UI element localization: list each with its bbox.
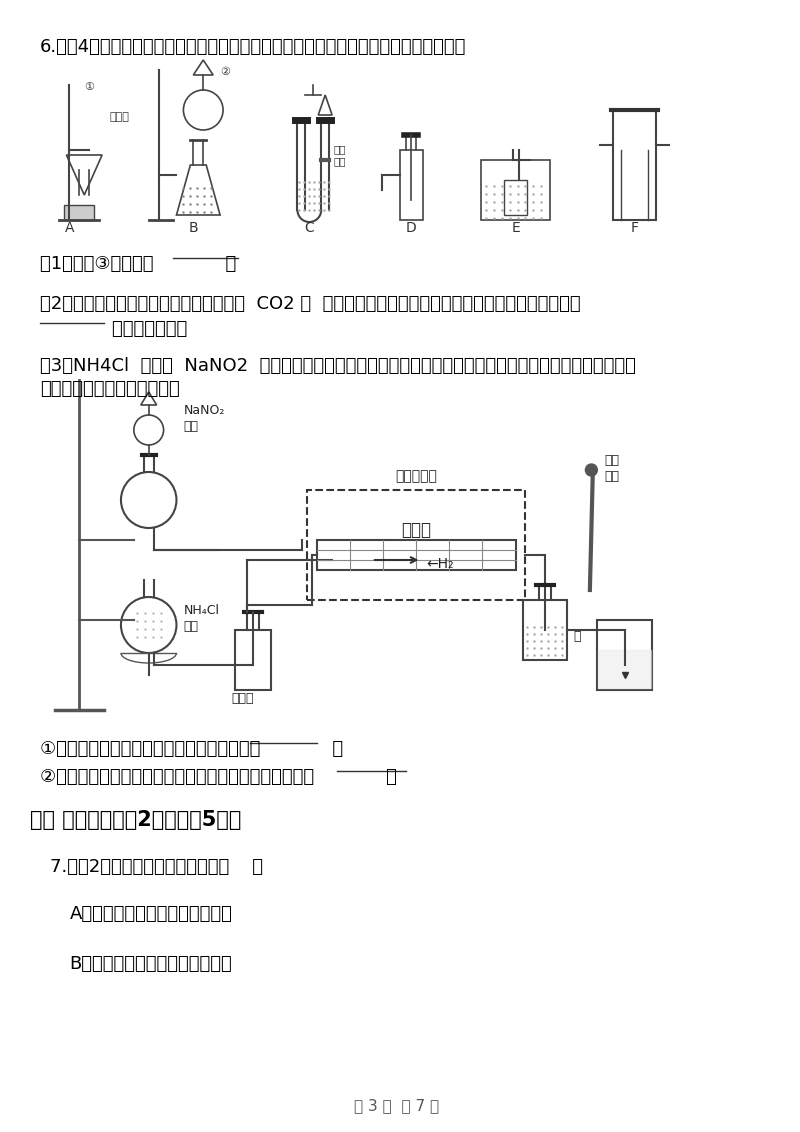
Text: 第 3 页  共 7 页: 第 3 页 共 7 页 [354,1098,439,1113]
Text: A: A [65,221,74,235]
Text: B．用稀硫酸除去炭粉中的氧化铜: B．用稀硫酸除去炭粉中的氧化铜 [70,955,232,974]
Bar [597,620,652,691]
Bar [504,180,527,215]
Text: （2）实验室选用大理石与稀盐酸反应制取  CO2 ，  为方便控制反应随时发生和停止，应选择的发生装置是: （2）实验室选用大理石与稀盐酸反应制取 CO2 ， 为方便控制反应随时发生和停止… [40,295,580,314]
Bar [235,631,270,691]
Text: （1）付器③的名称：    ；: （1）付器③的名称： ； [40,255,236,273]
Text: ②实验中烧杯内导管口有气泡冀出，还可观察到的现象是    。: ②实验中烧杯内导管口有气泡冀出，还可观察到的现象是 。 [40,767,397,786]
Text: D: D [406,221,417,235]
Text: B: B [189,221,198,235]
Text: ←H₂: ←H₂ [426,557,454,571]
Text: （选填序号）；: （选填序号）； [40,320,187,338]
Text: （3）NH4Cl  溶液与  NaNO2  溶液混合共热可制取氮气，氮气和氢气在一定条件下可生成氨气。下图是实验室: （3）NH4Cl 溶液与 NaNO2 溶液混合共热可制取氮气，氮气和氢气在一定条… [40,357,635,375]
Bar [307,490,526,600]
Text: ①合成氨时参加反应的氮气和氢气的质量比为    ；: ①合成氨时参加反应的氮气和氢气的质量比为 ； [40,740,342,758]
Text: 棉花团: 棉花团 [109,112,129,122]
Text: 有孔
隔板: 有孔 隔板 [333,144,346,166]
Text: 制氮气并模拟合成氨的装置。: 制氮气并模拟合成氨的装置。 [40,380,179,398]
Text: A．用氢氧化销干燥二氧化碗气体: A．用氢氧化销干燥二氧化碗气体 [70,904,232,923]
Text: 二、 中档题（共（2题；共（5分）: 二、 中档题（共（2题；共（5分） [30,811,241,830]
Text: ②: ② [220,67,230,77]
Bar [65,205,94,220]
Circle shape [586,464,598,475]
Bar [399,151,423,220]
Text: 水: 水 [573,631,581,643]
Text: E: E [511,221,520,235]
Text: 浓硫酸: 浓硫酸 [232,692,254,705]
Text: 7.　（2分）下列方案不可行的是（    ）: 7. （2分）下列方案不可行的是（ ） [50,858,262,876]
Text: 催化剂: 催化剂 [402,521,431,539]
Bar [613,110,656,220]
Text: F: F [630,221,638,235]
Text: C: C [305,221,314,235]
Text: NH₄Cl
溶液: NH₄Cl 溶液 [183,604,219,633]
Text: 石蕊
试液: 石蕊 试液 [605,454,620,483]
Text: 6.　（4分）完成科学实验通常要选用必要的付器并合理的组装，请结合下图回答问题：: 6. （4分）完成科学实验通常要选用必要的付器并合理的组装，请结合下图回答问题： [40,38,466,55]
Bar [523,600,567,660]
Text: ①: ① [84,82,94,92]
Text: 合成氨装置: 合成氨装置 [395,469,438,483]
Text: NaNO₂
溶液: NaNO₂ 溶液 [183,404,225,434]
Bar [318,540,515,571]
Bar [481,160,550,220]
